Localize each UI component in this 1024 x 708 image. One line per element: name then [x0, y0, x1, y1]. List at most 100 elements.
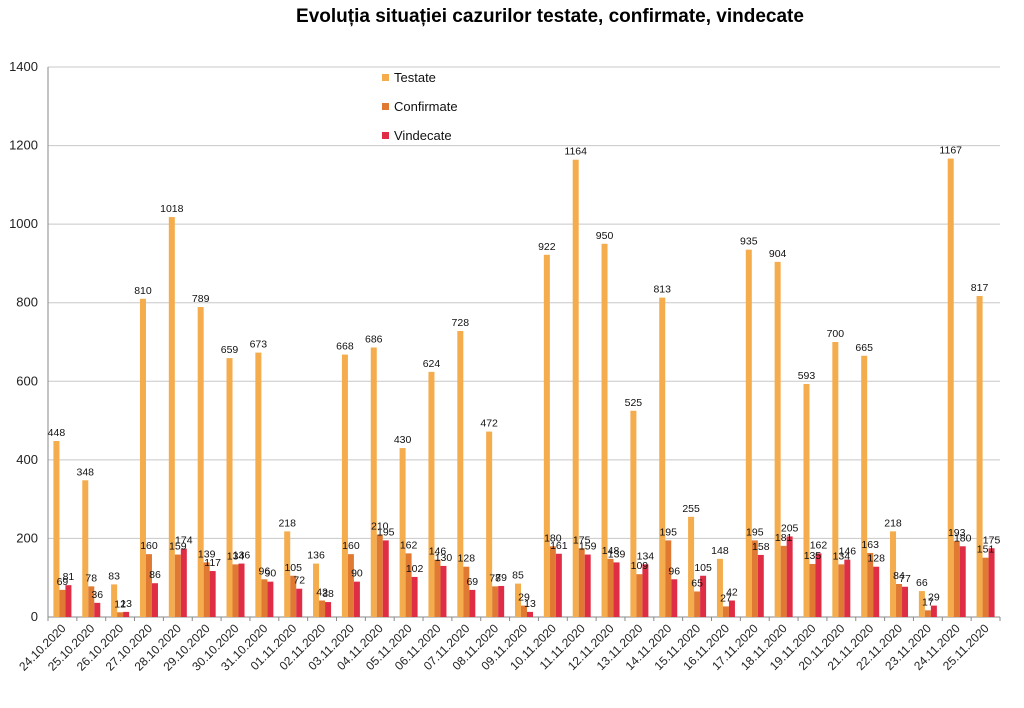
bar-vindecate	[959, 546, 966, 617]
data-label: 158	[752, 541, 770, 553]
bar-vindecate	[988, 548, 995, 617]
data-label: 159	[579, 541, 597, 553]
bar-confirmate	[924, 610, 931, 617]
data-label: 86	[149, 569, 161, 581]
bar-testate	[428, 371, 435, 617]
data-label: 659	[221, 344, 239, 356]
data-label: 935	[740, 236, 758, 248]
y-tick-label: 1200	[9, 138, 38, 153]
data-label: 134	[637, 550, 655, 562]
bar-testate	[168, 217, 175, 618]
legend-label-vindecate: Vindecate	[394, 128, 452, 143]
bar-testate	[139, 298, 146, 617]
data-label: 42	[726, 587, 738, 599]
y-tick-label: 1000	[9, 216, 38, 231]
bar-testate	[947, 158, 954, 618]
bar-confirmate	[145, 554, 152, 617]
data-label: 65	[691, 577, 703, 589]
legend: Testate Confirmate Vindecate	[382, 70, 458, 143]
bar-confirmate	[982, 557, 989, 617]
bar-confirmate	[174, 554, 181, 617]
bar-vindecate	[440, 565, 447, 617]
data-label: 1018	[160, 203, 184, 215]
data-label: 686	[365, 334, 383, 346]
legend-label-confirmate: Confirmate	[394, 99, 458, 114]
data-label: 218	[884, 517, 902, 529]
bar-testate	[341, 354, 348, 617]
data-label: 84	[893, 570, 905, 582]
bar-confirmate	[549, 546, 556, 617]
data-label: 665	[855, 342, 873, 354]
bar-testate	[601, 243, 608, 618]
data-label: 161	[550, 540, 568, 552]
bar-testate	[53, 441, 60, 617]
bar-testate	[716, 558, 723, 617]
data-label: 27	[720, 592, 732, 604]
bar-testate	[861, 355, 868, 617]
legend-swatch-confirmate	[382, 103, 389, 110]
data-label: 42	[316, 587, 328, 599]
data-label: 668	[336, 341, 354, 353]
bar-confirmate	[665, 540, 672, 617]
bar-testate	[832, 342, 839, 617]
data-label: 950	[596, 230, 614, 242]
data-label: 128	[458, 553, 476, 565]
bar-confirmate	[319, 600, 326, 617]
data-label: 135	[804, 550, 822, 562]
y-tick-label: 200	[16, 530, 38, 545]
data-label: 117	[204, 557, 221, 569]
data-label: 102	[406, 563, 424, 575]
data-label: 210	[371, 521, 389, 533]
bar-vindecate	[844, 559, 851, 617]
bar-vindecate	[555, 553, 562, 617]
bar-testate	[918, 591, 925, 617]
bar-testate	[688, 516, 695, 617]
bar-confirmate	[347, 554, 354, 617]
data-label: 136	[307, 550, 325, 562]
y-tick-label: 400	[16, 452, 38, 467]
data-label: 195	[377, 526, 395, 538]
data-label: 193	[948, 527, 966, 539]
bar-confirmate	[953, 541, 960, 617]
data-label: 448	[48, 427, 66, 439]
bar-vindecate	[296, 588, 303, 617]
data-label: 1164	[564, 146, 587, 158]
data-label: 128	[867, 553, 885, 565]
bar-vindecate	[180, 548, 187, 617]
bar-vindecate	[700, 575, 707, 617]
bar-vindecate	[65, 585, 72, 617]
bar-testate	[284, 531, 291, 617]
bar-testate	[82, 480, 89, 617]
bar-vindecate	[815, 553, 822, 617]
data-label: 162	[810, 539, 828, 551]
chart-title: Evoluția situației cazurilor testate, co…	[296, 6, 804, 27]
bar-confirmate	[896, 584, 903, 617]
data-label: 175	[573, 534, 591, 546]
data-label: 69	[57, 576, 69, 588]
data-label: 348	[77, 466, 95, 478]
data-label: 139	[608, 548, 626, 560]
bar-testate	[890, 531, 897, 617]
bars	[53, 158, 995, 618]
data-label: 525	[625, 397, 643, 409]
data-label: 139	[198, 548, 216, 560]
bar-vindecate	[728, 600, 735, 617]
data-label: 904	[769, 248, 787, 260]
bar-vindecate	[411, 576, 418, 617]
bar-vindecate	[642, 564, 649, 617]
data-label: 81	[63, 571, 75, 583]
data-label: 180	[954, 532, 972, 544]
bar-confirmate	[751, 540, 758, 617]
data-label: 66	[916, 577, 928, 589]
data-label: 673	[250, 339, 268, 351]
bar-testate	[515, 583, 521, 617]
data-label: 1167	[939, 145, 962, 157]
data-label: 430	[394, 434, 412, 446]
bar-testate	[659, 297, 666, 617]
bar-testate	[486, 431, 493, 617]
y-tick-label: 0	[31, 609, 38, 624]
bar-testate	[630, 410, 637, 617]
bar-vindecate	[382, 540, 389, 617]
data-label: 90	[351, 568, 363, 580]
data-label: 72	[293, 575, 305, 587]
